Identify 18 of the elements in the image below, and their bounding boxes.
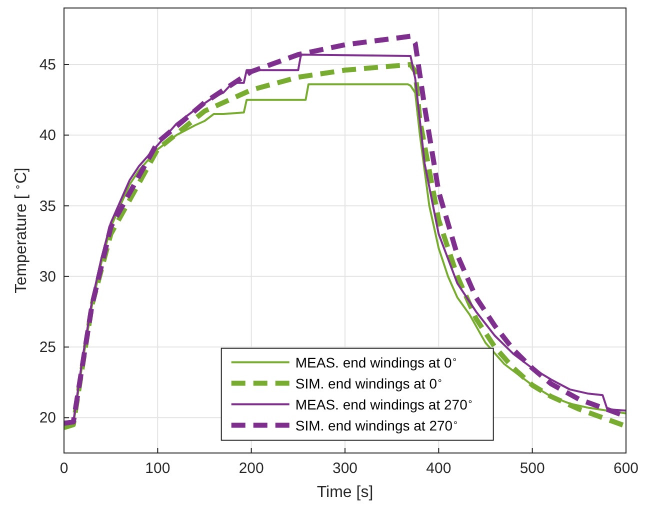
x-tick-label: 400 [426,460,452,477]
y-tick-label: 20 [39,410,56,427]
y-tick-label: 35 [39,198,56,215]
legend-label: MEAS. end windings at 0$^{∘}$ [295,354,458,370]
x-tick-label: 100 [145,460,170,477]
y-tick-label: 30 [39,268,56,286]
x-tick-label: 200 [238,460,264,477]
x-tick-label: 0 [60,460,68,477]
x-tick-label: 300 [332,460,358,477]
legend-label: SIM. end windings at 0$^{∘}$ [295,375,443,392]
y-tick-label: 40 [39,127,56,144]
x-tick-label: 500 [520,460,545,477]
x-axis-title: Time [s] [316,484,374,501]
x-tick-label: 600 [613,460,639,477]
legend-label: SIM. end windings at 270$^{∘}$ [295,417,458,434]
legend-label: MEAS. end windings at 270$^{∘}$ [295,396,474,412]
y-tick-label: 25 [39,339,56,356]
y-tick-label: 45 [39,56,56,74]
